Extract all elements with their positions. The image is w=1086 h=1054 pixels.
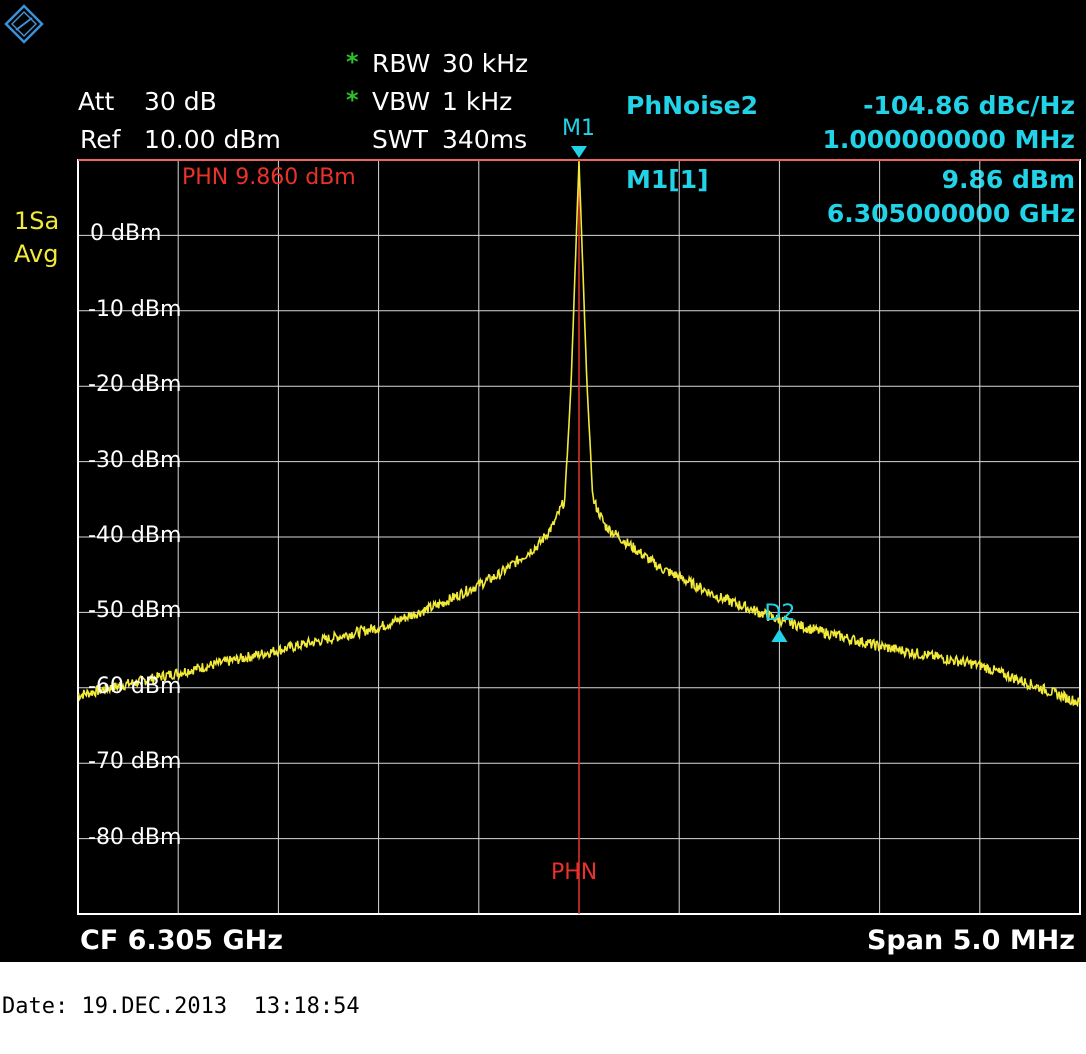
spectrum-chart (77, 146, 1081, 915)
timestamp: Date: 19.DEC.2013 13:18:54 (2, 994, 360, 1019)
m1-frequency: 6.305000000 GHz (826, 199, 1075, 228)
y-tick-label: -40 dBm (88, 523, 182, 548)
y-tick-label: -70 dBm (88, 749, 182, 775)
marker-d2-triangle (771, 629, 788, 643)
y-tick-label: -60 dBm (88, 673, 182, 699)
trace-mode: Avg (14, 240, 59, 268)
y-tick-label: -20 dBm (88, 372, 182, 398)
att-value: 30 dB (144, 87, 217, 116)
y-tick-label: -50 dBm (88, 598, 182, 624)
marker-layer (571, 146, 788, 643)
rbw-label: RBW (372, 49, 431, 78)
vbw-label: VBW (372, 87, 431, 116)
marker-m1-triangle (571, 146, 587, 158)
rbw-coupled-mark: * (346, 48, 359, 76)
ref-value: 10.00 dBm (144, 125, 281, 154)
vbw-coupled-mark: * (346, 86, 359, 114)
phn-line-label: PHN (551, 860, 598, 885)
ref-label: Ref (80, 125, 121, 154)
phnoise-offset: 1.000000000 MHz (822, 125, 1075, 154)
phnoise-value: -104.86 dBc/Hz (863, 91, 1075, 120)
swt-label: SWT (372, 125, 428, 154)
d2-tag: D2 (764, 601, 796, 627)
phnoise-label: PhNoise2 (626, 91, 759, 120)
y-tick-label: -80 dBm (88, 824, 182, 850)
trace-detector: 1Sa (14, 207, 60, 235)
phn-reference-label: PHN 9.860 dBm (182, 165, 356, 190)
trace-line (77, 161, 1081, 708)
att-label: Att (78, 87, 115, 116)
span: Span 5.0 MHz (866, 925, 1075, 956)
m1-label: M1[1] (626, 165, 709, 194)
m1-level: 9.86 dBm (941, 165, 1075, 194)
swt-value: 340ms (442, 125, 528, 154)
rbw-value: 30 kHz (442, 49, 529, 78)
vbw-value: 1 kHz (442, 87, 513, 116)
y-tick-label: 0 dBm (90, 221, 162, 247)
m1-tag: M1 (562, 116, 595, 141)
y-tick-label: -10 dBm (88, 296, 182, 322)
center-frequency: CF 6.305 GHz (80, 925, 283, 956)
y-tick-label: -30 dBm (88, 447, 182, 473)
rs-logo-icon (4, 4, 44, 44)
